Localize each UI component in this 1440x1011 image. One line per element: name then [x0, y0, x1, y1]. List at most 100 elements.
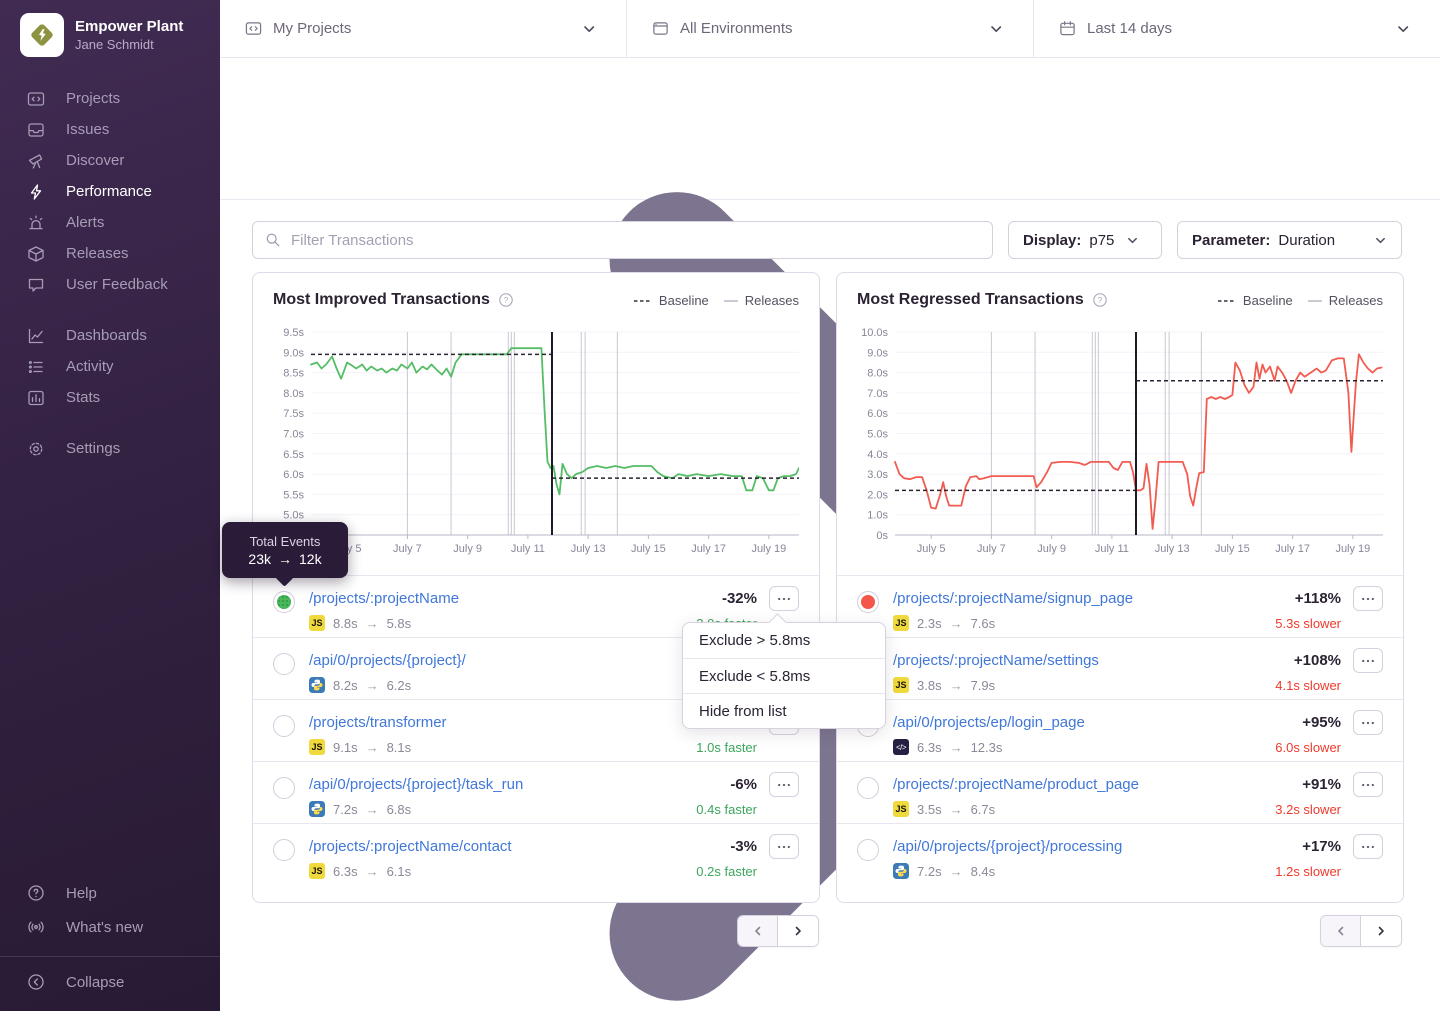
- next-page-button[interactable]: [1361, 916, 1401, 946]
- trend-percent: -6%: [730, 776, 757, 793]
- transaction-radio[interactable]: [273, 839, 295, 861]
- main-content: My Projects All Environments Last 14 days …: [220, 0, 1440, 1001]
- svg-text:8.0s: 8.0s: [867, 368, 888, 380]
- pagination-row: [252, 915, 1402, 947]
- sidebar-item-settings[interactable]: Settings: [0, 433, 220, 464]
- transaction-link[interactable]: /api/0/projects/{project}/processing: [893, 838, 1123, 855]
- org-switcher[interactable]: Empower Plant Jane Schmidt: [0, 0, 220, 57]
- improved-chart: 9.5s 9.0s 8.5s 8.0s 7.5s 7.0s 6.5s 6.0s 5.5s 5.0s…: [283, 327, 799, 555]
- transaction-radio[interactable]: [273, 715, 295, 737]
- selector-label: My Projects: [273, 20, 352, 37]
- sidebar-item-stats[interactable]: Stats: [0, 382, 220, 413]
- sidebar-item-what-s-new[interactable]: What's new: [0, 910, 220, 944]
- menu-item-exclude-5-8ms[interactable]: Exclude < 5.8ms: [683, 658, 885, 693]
- next-page-button[interactable]: [778, 916, 818, 946]
- sidebar-item-discover[interactable]: Discover: [0, 145, 220, 176]
- sidebar-nav: Projects Issues Discover Performance Alerts R…: [0, 83, 220, 464]
- more-actions-button[interactable]: [769, 586, 799, 611]
- svg-text:4.0s: 4.0s: [867, 449, 888, 461]
- duration-to: 6.1s: [386, 863, 412, 879]
- sidebar-item-projects[interactable]: Projects: [0, 83, 220, 114]
- transaction-link[interactable]: /projects/:projectName/product_page: [893, 776, 1139, 793]
- more-actions-button[interactable]: [1353, 648, 1383, 673]
- sidebar-item-collapse[interactable]: Collapse: [0, 965, 220, 999]
- transaction-row: /projects/:projectName/signup_page +118% J…: [837, 575, 1403, 637]
- svg-text:6.0s: 6.0s: [283, 469, 304, 481]
- prev-page-button[interactable]: [1321, 916, 1361, 946]
- filter-row: Display: p75 Parameter: Duration: [252, 221, 1402, 259]
- help-circle-icon[interactable]: ?: [1092, 292, 1108, 308]
- duration-from: 2.3s: [917, 615, 942, 631]
- sidebar-item-label: Activity: [66, 358, 114, 375]
- selector-label: All Environments: [680, 20, 793, 37]
- transaction-link[interactable]: /projects/:projectName: [309, 590, 460, 607]
- duration-to: 7.9s: [970, 677, 996, 693]
- sidebar-item-label: User Feedback: [66, 276, 168, 293]
- chart-legend: Baseline Releases: [1217, 293, 1383, 308]
- transaction-link[interactable]: /projects/:projectName/signup_page: [893, 590, 1134, 607]
- sidebar-item-releases[interactable]: Releases: [0, 238, 220, 269]
- duration-to: 12.3s: [970, 739, 1003, 755]
- all-environments-selector[interactable]: All Environments: [626, 0, 1033, 57]
- filter-transactions-input[interactable]: [252, 221, 993, 259]
- sidebar-item-dashboards[interactable]: Dashboards: [0, 320, 220, 351]
- transaction-link[interactable]: /api/0/projects/{project}/: [309, 652, 466, 669]
- parameter-dropdown[interactable]: Parameter: Duration: [1177, 221, 1402, 259]
- page-header: Performance Trends Trends: [220, 58, 1440, 1001]
- trend-percent: -32%: [721, 590, 757, 607]
- duration-from: 8.2s: [333, 677, 358, 693]
- display-dropdown[interactable]: Display: p75: [1008, 221, 1162, 259]
- svg-text:July 15: July 15: [631, 543, 666, 555]
- transaction-radio[interactable]: [857, 591, 879, 613]
- menu-item-hide-from-list[interactable]: Hide from list: [683, 693, 885, 728]
- chevron-down-icon: [584, 25, 595, 32]
- my-projects-selector[interactable]: My Projects: [220, 0, 626, 57]
- duration-to: 8.4s: [970, 863, 996, 879]
- more-actions-button[interactable]: [769, 834, 799, 859]
- transaction-radio[interactable]: [857, 777, 879, 799]
- sidebar-item-activity[interactable]: Activity: [0, 351, 220, 382]
- total-events-tooltip: Total Events 23k → 12k: [222, 522, 348, 578]
- more-actions-button[interactable]: [769, 772, 799, 797]
- javascript-icon: JS: [309, 615, 325, 631]
- transaction-link[interactable]: /api/0/projects/{project}/task_run: [309, 776, 524, 793]
- transaction-link[interactable]: /projects/:projectName/contact: [309, 838, 512, 855]
- svg-text:5.0s: 5.0s: [283, 510, 304, 522]
- transaction-link[interactable]: /api/0/projects/ep/login_page: [893, 714, 1085, 731]
- transaction-row: /projects/:projectName/contact -3% JS 6.3s →…: [253, 823, 819, 885]
- baseline-swatch-icon: [633, 300, 652, 302]
- sidebar-item-user-feedback[interactable]: User Feedback: [0, 269, 220, 300]
- transaction-link[interactable]: /projects/transformer: [309, 714, 447, 731]
- transaction-radio[interactable]: [273, 653, 295, 675]
- sidebar-item-help[interactable]: Help: [0, 876, 220, 910]
- transaction-radio[interactable]: [273, 777, 295, 799]
- duration-to: 5.8s: [386, 615, 412, 631]
- help-circle-icon[interactable]: ?: [498, 292, 514, 308]
- svg-text:July 11: July 11: [511, 543, 545, 555]
- transaction-link[interactable]: /projects/:projectName/settings: [893, 652, 1099, 669]
- trend-delta: 0.4s faster: [696, 801, 757, 817]
- sidebar-item-performance[interactable]: Performance: [0, 176, 220, 207]
- last-14-days-selector[interactable]: Last 14 days: [1033, 0, 1440, 57]
- tooltip-to: 12k: [299, 550, 322, 567]
- user-feedback-icon: [28, 278, 44, 292]
- sidebar-item-issues[interactable]: Issues: [0, 114, 220, 145]
- transaction-radio[interactable]: [857, 839, 879, 861]
- menu-item-exclude-5-8ms[interactable]: Exclude > 5.8ms: [699, 632, 811, 649]
- sidebar-item-alerts[interactable]: Alerts: [0, 207, 220, 238]
- prev-page-button[interactable]: [738, 916, 778, 946]
- more-actions-button[interactable]: [1353, 772, 1383, 797]
- sidebar-item-label: Projects: [66, 90, 121, 107]
- svg-text:July 17: July 17: [691, 543, 726, 555]
- more-actions-button[interactable]: [1353, 834, 1383, 859]
- transaction-radio[interactable]: [273, 591, 295, 613]
- more-actions-button[interactable]: [1353, 586, 1383, 611]
- more-actions-button[interactable]: [1353, 710, 1383, 735]
- svg-text:3.0s: 3.0s: [867, 469, 888, 481]
- svg-text:7.5s: 7.5s: [283, 408, 304, 420]
- parameter-value: Duration: [1278, 231, 1336, 249]
- python-icon: [309, 677, 325, 693]
- svg-text:7.0s: 7.0s: [283, 429, 304, 441]
- whats-new-icon: [28, 921, 44, 933]
- arrow-right-icon: →: [365, 801, 379, 817]
